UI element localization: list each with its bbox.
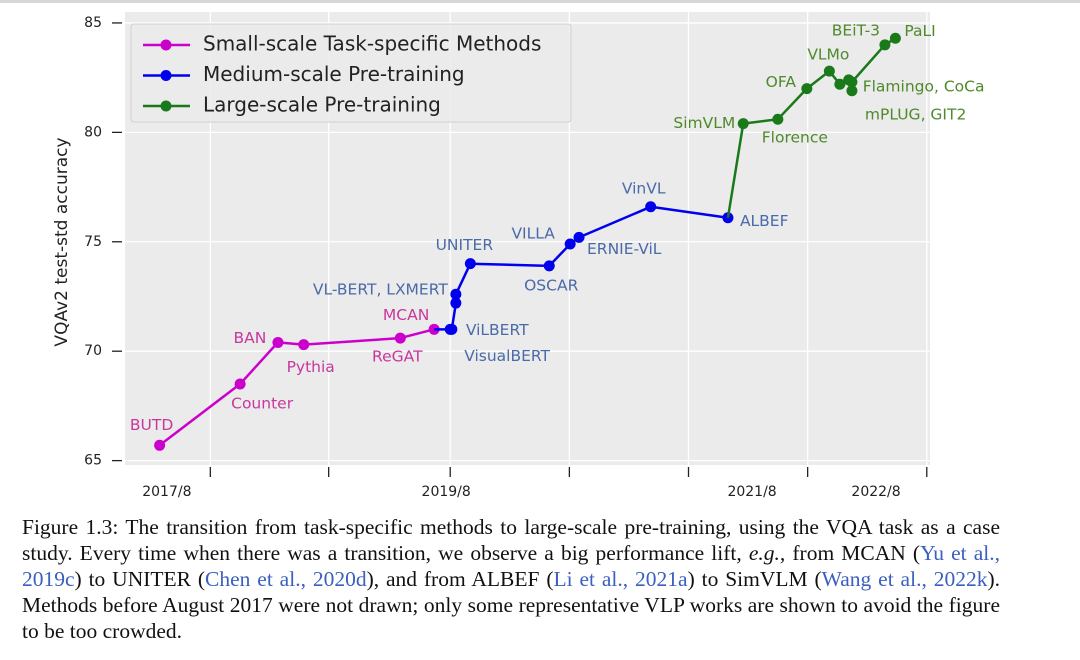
data-point [846, 85, 858, 97]
data-point [450, 297, 462, 309]
data-point [450, 288, 462, 300]
point-label: BEiT-3 [832, 21, 880, 39]
x-tick-label: 2022/8 [851, 484, 900, 500]
citation[interactable]: Yu et al., 2019c [22, 541, 1000, 591]
point-label: VinVL [622, 179, 666, 197]
caption-text: Figure 1.3: The transition from task-spe… [22, 515, 1000, 565]
point-label: Florence [762, 129, 828, 147]
point-label: Pythia [287, 358, 335, 376]
caption-text: e.g., [748, 541, 786, 565]
data-point [298, 339, 310, 351]
data-point [846, 76, 858, 88]
point-label: SimVLM [673, 114, 735, 132]
data-point [564, 238, 576, 250]
y-tick-label: 85 [84, 15, 102, 31]
data-point [823, 65, 835, 77]
legend-box [130, 23, 572, 123]
point-label: ViLBERT [466, 321, 529, 339]
data-point [154, 439, 166, 451]
y-axis-label: VQAv2 test-std accuracy [52, 137, 72, 346]
legend-marker [160, 100, 172, 112]
x-tick-label: 2021/8 [727, 484, 776, 500]
point-label: Counter [231, 395, 294, 413]
data-point [889, 32, 901, 44]
caption: Figure 1.3: The transition from task-spe… [22, 514, 1000, 644]
top-border [0, 0, 1080, 3]
data-point [446, 323, 458, 335]
point-label: VLMo [807, 46, 849, 64]
data-point [879, 39, 891, 51]
legend-label: Large-scale Pre-training [203, 93, 441, 117]
point-label: mPLUG, GIT2 [865, 105, 966, 123]
data-point [234, 378, 246, 390]
point-label: UNITER [436, 236, 494, 254]
data-point [394, 332, 406, 344]
data-point [272, 336, 284, 348]
y-tick-label: 80 [84, 124, 102, 140]
caption-text: ) to SimVLM ( [687, 567, 822, 591]
data-point [543, 260, 555, 272]
legend-label: Small-scale Task-specific Methods [203, 32, 541, 56]
legend-marker [160, 70, 172, 81]
series-line [450, 205, 729, 331]
citation[interactable]: Li et al., 2021a [553, 567, 688, 591]
legend-label: Medium-scale Pre-training [203, 62, 465, 86]
connector [726, 123, 745, 218]
point-label: BAN [234, 329, 267, 347]
point-label: VisualBERT [464, 347, 550, 365]
citation[interactable]: Wang et al., 2022k [821, 567, 988, 591]
series-line [158, 328, 435, 447]
data-point [772, 113, 784, 125]
data-point [573, 231, 585, 243]
point-label: VL-BERT, LXMERT [313, 281, 448, 299]
point-label: ERNIE-ViL [587, 240, 662, 258]
x-tick-label: 2017/8 [142, 484, 191, 500]
caption-text: ), and from ALBEF ( [366, 567, 554, 591]
citation[interactable]: Chen et al., 2020d [205, 567, 367, 591]
legend-marker [160, 39, 172, 51]
caption-text: from MCAN ( [785, 541, 921, 565]
data-point [645, 201, 657, 213]
caption-text: ). Methods before August 2017 were not d… [22, 567, 1000, 643]
point-label: PaLI [904, 22, 935, 40]
legend: Small-scale Task-specific Methods Medium-… [130, 23, 572, 123]
point-label: MCAN [383, 306, 429, 324]
data-point [801, 83, 813, 95]
y-tick-label: 65 [84, 453, 102, 469]
point-label: Flamingo, CoCa [863, 77, 985, 95]
chart: BUTD Counter BAN Pythia ReGAT MCAN VisualBERT V… [52, 12, 985, 500]
x-tick-label: 2019/8 [422, 484, 471, 500]
point-label: OSCAR [524, 276, 578, 294]
point-label: BUTD [130, 416, 173, 434]
point-label: VILLA [511, 224, 555, 242]
caption-text: ) to UNITER ( [74, 567, 206, 591]
point-label: ALBEF [740, 212, 789, 230]
marks: BUTD Counter BAN Pythia ReGAT MCAN VisualBERT V… [130, 21, 985, 451]
data-point [464, 258, 476, 270]
y-tick-label: 70 [84, 343, 102, 359]
point-label: ReGAT [372, 348, 423, 366]
data-point [737, 118, 749, 130]
y-tick-label: 75 [84, 234, 102, 250]
data-point [834, 78, 846, 90]
point-label: OFA [766, 73, 797, 91]
